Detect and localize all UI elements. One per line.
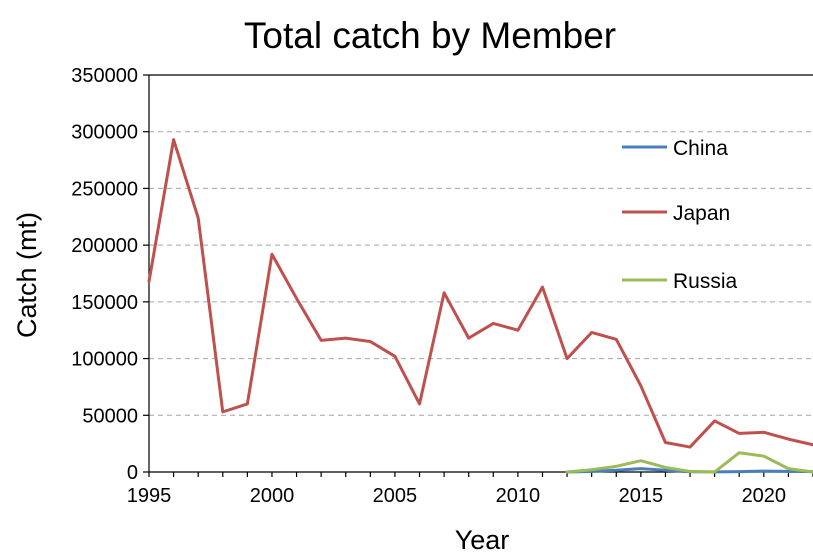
series-lines bbox=[147, 138, 813, 474]
y-tick-label: 250000 bbox=[71, 178, 138, 200]
y-tick-label: 200000 bbox=[71, 235, 138, 257]
y-tick-label: 350000 bbox=[71, 65, 138, 87]
y-tick-label: 50000 bbox=[82, 405, 138, 427]
series-line-russia bbox=[565, 451, 813, 474]
x-tick-label: 2005 bbox=[373, 485, 418, 507]
series-line-japan bbox=[147, 138, 813, 449]
grid-lines bbox=[149, 131, 813, 416]
x-tick-label: 2000 bbox=[250, 485, 295, 507]
x-tick-label: 2015 bbox=[619, 485, 664, 507]
x-tick-label: 2020 bbox=[742, 485, 787, 507]
legend: China Japan Russia bbox=[622, 137, 738, 293]
chart-title: Total catch by Member bbox=[244, 15, 616, 56]
y-axis-title: Catch (mt) bbox=[12, 212, 42, 338]
legend-label-china: China bbox=[673, 137, 728, 160]
y-tick-labels: 0 50000 100000 150000 200000 250000 300000 3500… bbox=[71, 65, 138, 484]
legend-label-japan: Japan bbox=[673, 202, 730, 225]
x-axis-title: Year bbox=[455, 525, 510, 553]
legend-label-russia: Russia bbox=[673, 270, 738, 293]
y-tick-label: 150000 bbox=[71, 292, 138, 314]
x-tick-label: 1995 bbox=[127, 485, 172, 507]
x-tick-label: 2010 bbox=[496, 485, 541, 507]
y-tick-label: 100000 bbox=[71, 349, 138, 371]
y-tick-label: 300000 bbox=[71, 122, 138, 144]
y-tick-label: 0 bbox=[127, 462, 138, 484]
x-tick-labels: 1995 2000 2005 2010 2015 2020 bbox=[127, 485, 786, 507]
